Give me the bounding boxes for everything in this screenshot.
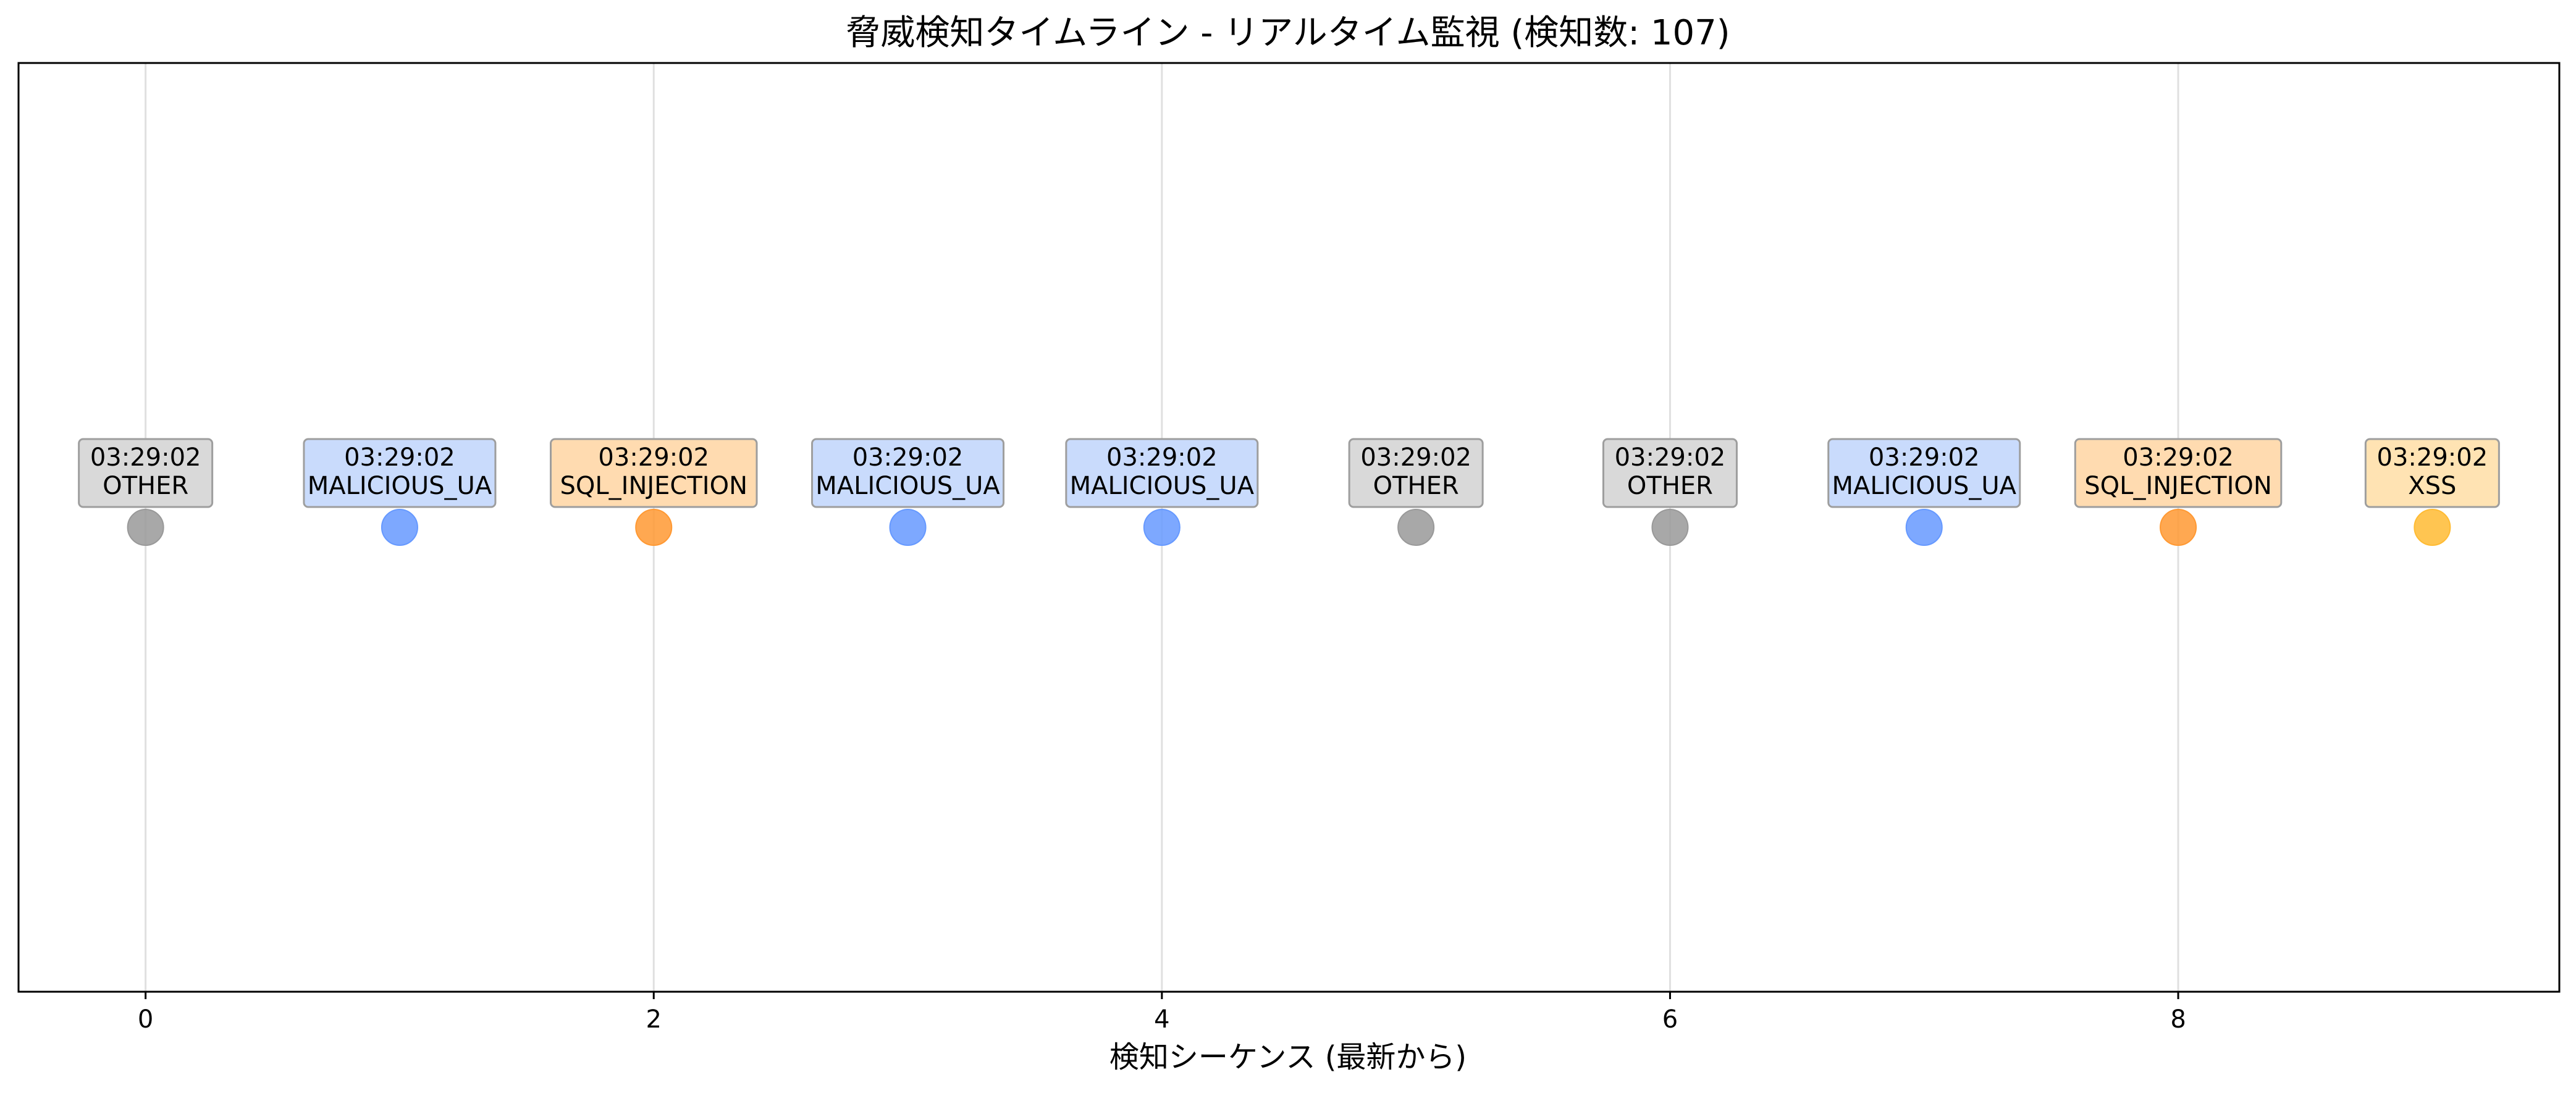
data-point-marker	[635, 509, 673, 546]
annotation-time: 03:29:02	[598, 443, 709, 472]
x-tick-label: 0	[138, 1005, 153, 1034]
annotation-box	[78, 438, 214, 508]
annotation-box	[1827, 438, 2021, 508]
data-point-marker	[1651, 509, 1689, 546]
x-tick-label: 8	[2170, 1005, 2186, 1034]
annotation-box	[303, 438, 497, 508]
x-axis-ticks: 0 2 4 6 8	[138, 992, 2186, 1034]
annotation-time: 03:29:02	[852, 443, 964, 472]
point-annotations: 03:29:02OTHER03:29:02MALICIOUS_UA03:29:0…	[78, 438, 2500, 508]
annotation-threat-type: MALICIOUS_UA	[1832, 472, 2017, 500]
annotation-box	[550, 438, 758, 508]
x-tick-label: 2	[646, 1005, 662, 1034]
annotation-time: 03:29:02	[1106, 443, 1218, 472]
data-point-marker	[1905, 509, 1943, 546]
data-markers	[127, 509, 2451, 546]
annotation-box	[1065, 438, 1259, 508]
data-point-marker	[2414, 509, 2451, 546]
annotation-threat-type: OTHER	[1373, 472, 1459, 500]
data-point-marker	[1397, 509, 1435, 546]
x-axis-label: 検知シーケンス (最新から)	[1109, 1040, 1467, 1074]
annotation-box	[2364, 438, 2500, 508]
chart-title: 脅威検知タイムライン - リアルタイム監視 (検知数: 107)	[846, 13, 1730, 53]
annotation-time: 03:29:02	[2377, 443, 2488, 472]
data-point-marker	[889, 509, 927, 546]
annotation-box	[1602, 438, 1738, 508]
annotation-time: 03:29:02	[90, 443, 201, 472]
x-tick-label: 6	[1662, 1005, 1678, 1034]
annotation-threat-type: OTHER	[1627, 472, 1713, 500]
annotation-box	[811, 438, 1005, 508]
annotation-threat-type: OTHER	[103, 472, 188, 500]
data-point-marker	[381, 509, 418, 546]
data-point-marker	[2160, 509, 2197, 546]
data-point-marker	[127, 509, 164, 546]
data-point-marker	[1143, 509, 1181, 546]
annotation-time: 03:29:02	[1615, 443, 1726, 472]
annotation-time: 03:29:02	[1360, 443, 1471, 472]
annotation-threat-type: SQL_INJECTION	[560, 472, 747, 500]
annotation-time: 03:29:02	[344, 443, 455, 472]
x-tick-label: 4	[1154, 1005, 1169, 1034]
annotation-time: 03:29:02	[1869, 443, 1980, 472]
annotation-threat-type: XSS	[2408, 472, 2456, 500]
annotation-box	[2074, 438, 2283, 508]
plot-area-frame	[17, 62, 2561, 993]
annotation-box	[1348, 438, 1484, 508]
annotation-threat-type: MALICIOUS_UA	[815, 472, 1000, 500]
annotation-time: 03:29:02	[2123, 443, 2234, 472]
annotation-threat-type: MALICIOUS_UA	[1070, 472, 1255, 500]
annotation-threat-type: MALICIOUS_UA	[308, 472, 492, 500]
annotation-threat-type: SQL_INJECTION	[2084, 472, 2272, 500]
